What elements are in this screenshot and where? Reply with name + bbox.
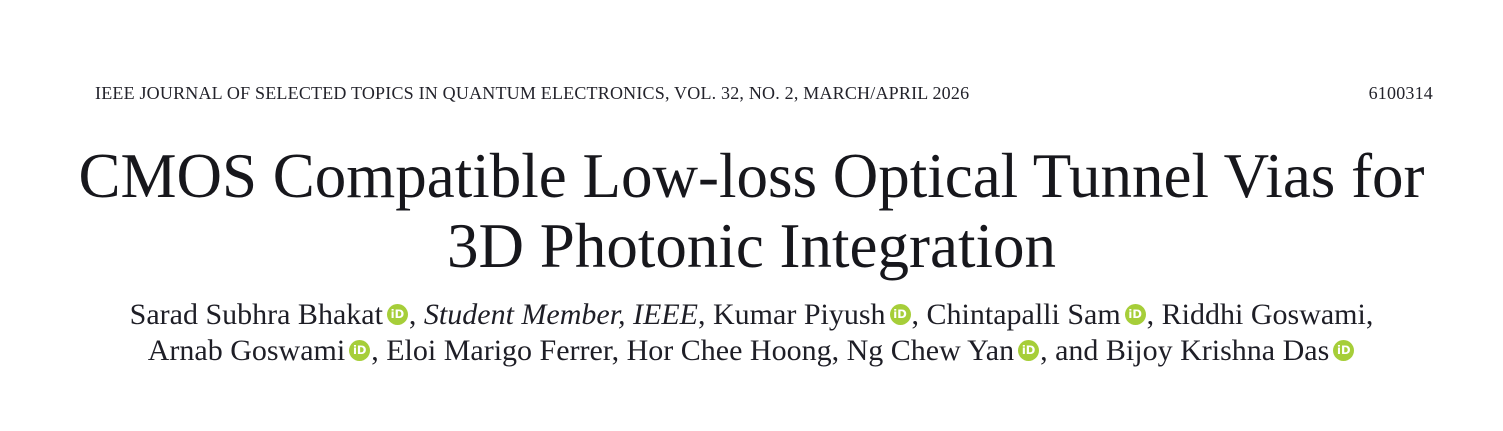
byline: Sarad Subhra Bhakat iD, Student Member, I… [0, 297, 1503, 368]
membership-designation: Student Member, IEEE [423, 298, 699, 331]
paper-title: CMOS Compatible Low-loss Optical Tunnel … [0, 141, 1503, 281]
paper-title-line-1: CMOS Compatible Low-loss Optical Tunnel … [78, 141, 1425, 211]
orcid-id-icon[interactable]: iD [349, 339, 371, 361]
byline-line: Sarad Subhra Bhakat iD, Student Member, I… [0, 297, 1503, 333]
byline-text: , Chintapalli Sam [911, 298, 1121, 331]
byline-text: , [408, 298, 424, 331]
byline-text: , Eloi Marigo Ferrer, Hor Chee Hoong, Ng… [371, 333, 1015, 367]
byline-text: Sarad Subhra Bhakat [129, 298, 383, 331]
journal-header-text: IEEE JOURNAL OF SELECTED TOPICS IN QUANT… [95, 83, 970, 103]
byline-text: Arnab Goswami [147, 333, 346, 367]
orcid-id-icon[interactable]: iD [889, 304, 911, 326]
byline-text: , Kumar Piyush [698, 298, 886, 331]
orcid-id-icon[interactable]: iD [1018, 339, 1040, 361]
byline-line: Arnab Goswami iD, Eloi Marigo Ferrer, Hor… [0, 333, 1503, 369]
article-number: 6100314 [1368, 83, 1433, 103]
running-head: IEEE JOURNAL OF SELECTED TOPICS IN QUANT… [95, 83, 1433, 104]
orcid-id-icon[interactable]: iD [1333, 339, 1355, 361]
orcid-id-icon[interactable]: iD [386, 304, 408, 326]
byline-text: , Riddhi Goswami, [1146, 298, 1374, 331]
paper-title-line-2: 3D Photonic Integration [447, 211, 1056, 281]
byline-text: , and Bijoy Krishna Das [1040, 333, 1330, 367]
orcid-id-icon[interactable]: iD [1124, 304, 1146, 326]
